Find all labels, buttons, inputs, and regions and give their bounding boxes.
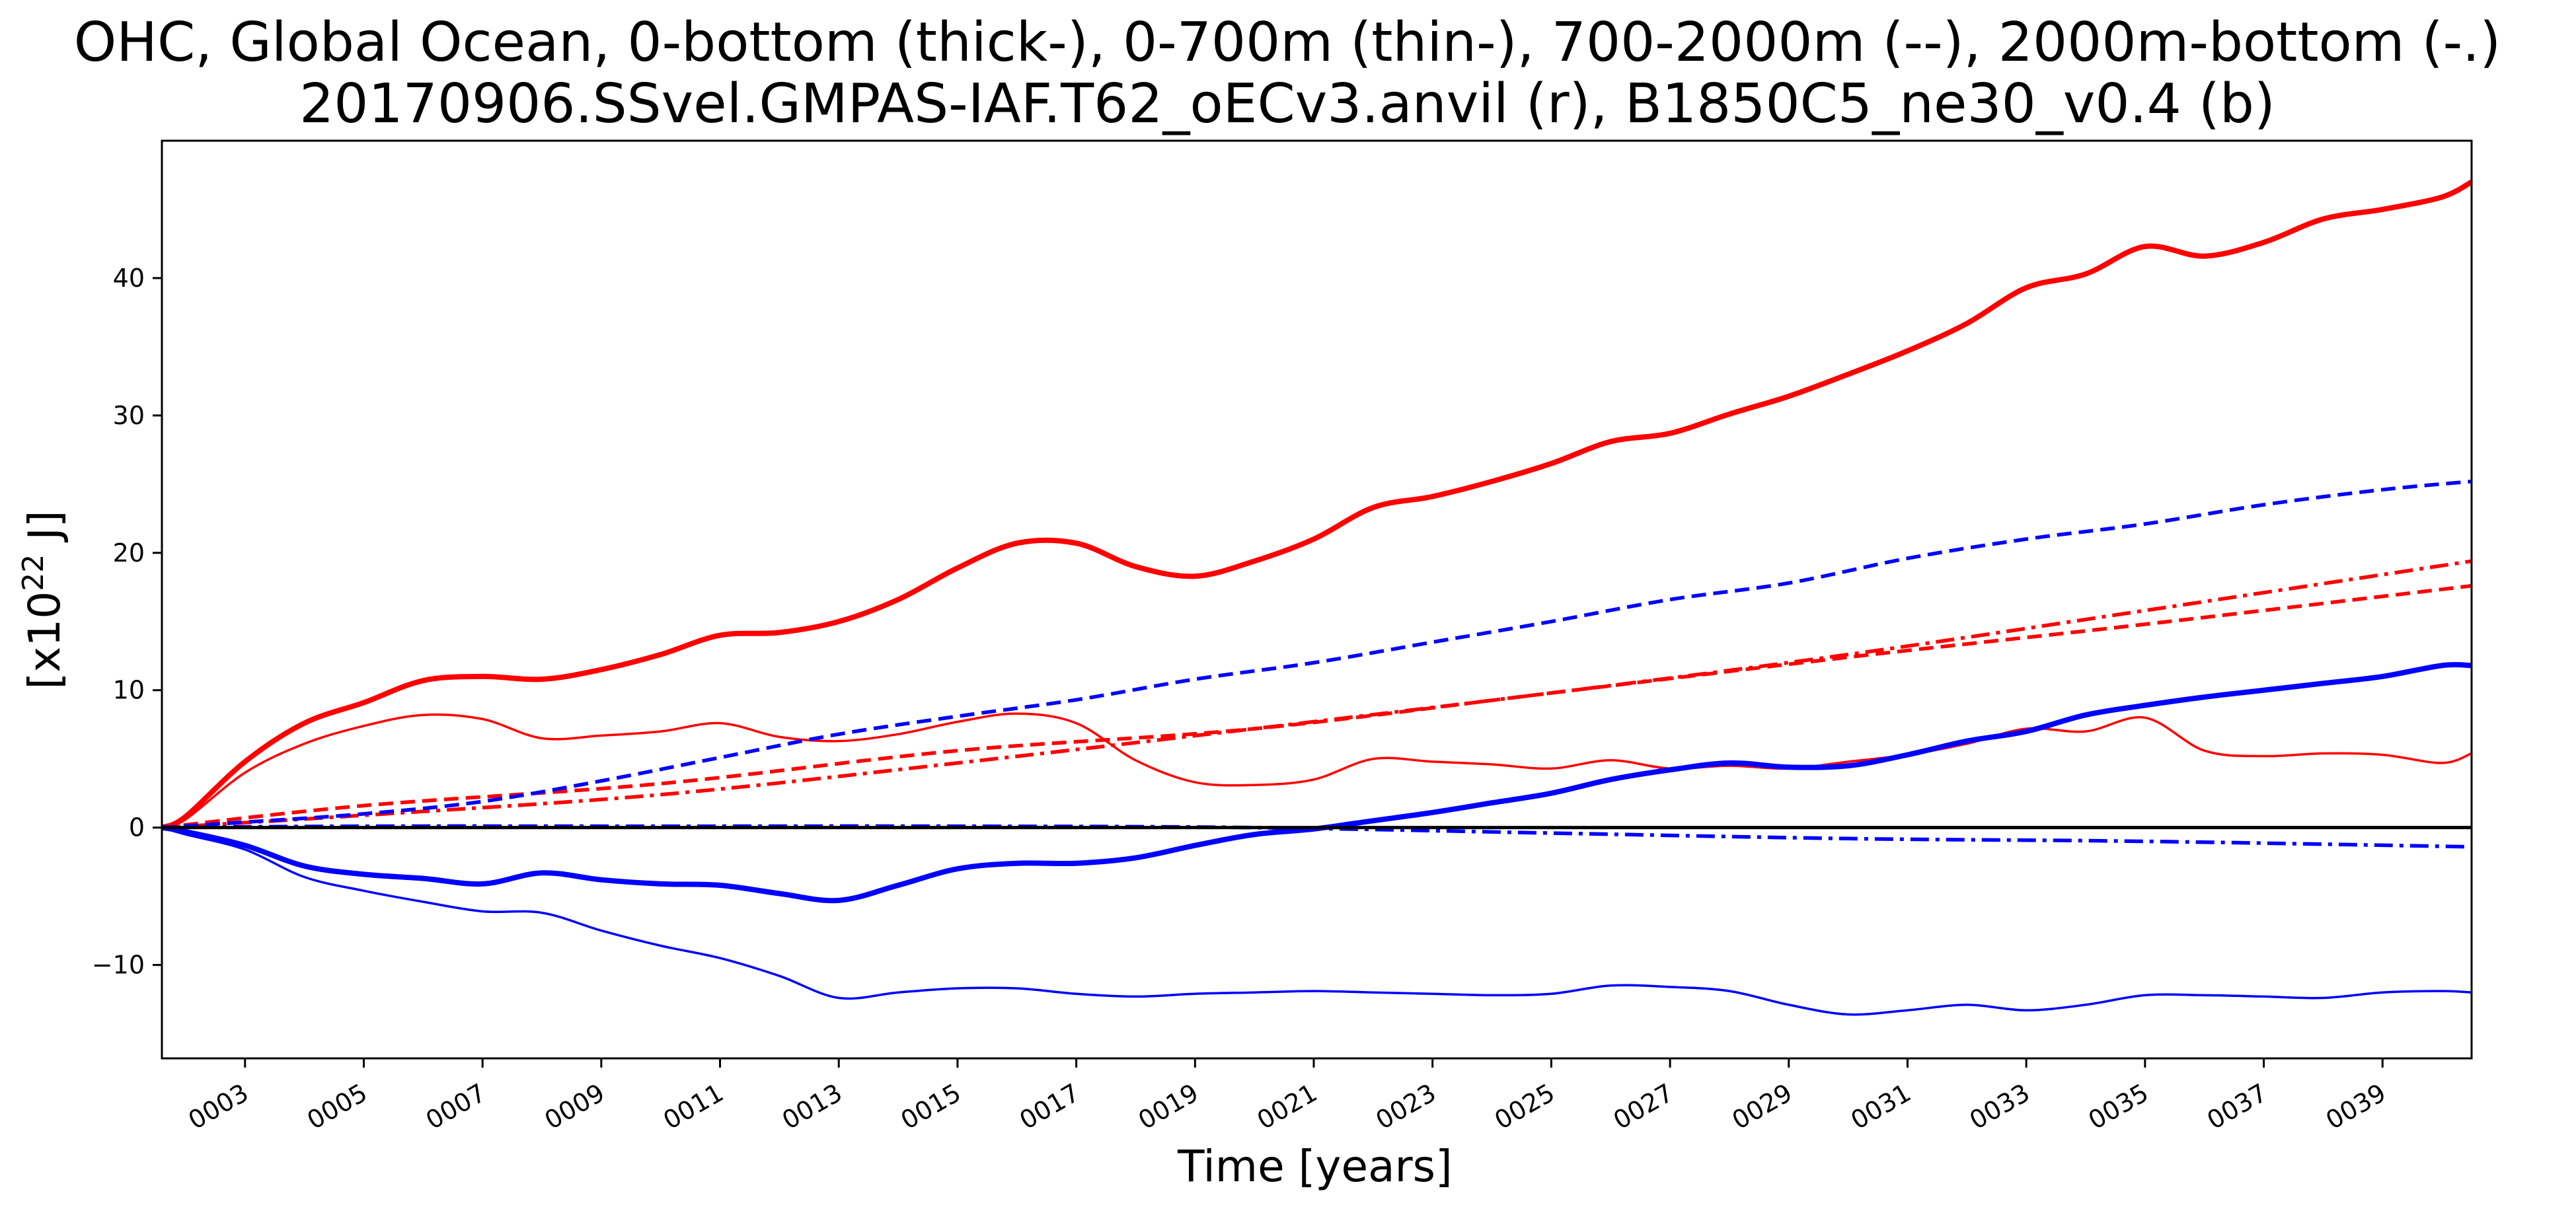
series-line-blue-dashed <box>161 479 2472 830</box>
x-tick-label: 0035 <box>2084 1078 2154 1135</box>
x-tick-label: 0021 <box>1252 1078 1322 1135</box>
plot-area <box>161 139 2473 1060</box>
x-tick-label: 0031 <box>1846 1078 1916 1135</box>
x-tick-label: 0019 <box>1133 1078 1203 1135</box>
x-axis-label: Time [years] <box>1177 1141 1453 1192</box>
x-tick-label: 0033 <box>1965 1078 2035 1135</box>
x-tick-label: 0007 <box>421 1078 491 1135</box>
y-axis-label-unit: J] <box>19 511 70 554</box>
y-tick-label: 30 <box>113 401 145 430</box>
x-tick-label: 0013 <box>777 1078 847 1135</box>
x-tick-label: 0025 <box>1490 1078 1560 1135</box>
x-axis: 0003 0005 0007 0009 0011 0013 0015 0017 0019 0021… <box>184 1058 2391 1135</box>
x-tick-label: 0015 <box>896 1078 966 1135</box>
chart-title-line-1: OHC, Global Ocean, 0-bottom (thick-), 0-… <box>74 11 2501 74</box>
y-axis-label-exponent: 22 <box>17 554 50 591</box>
x-tick-label: 0009 <box>540 1078 610 1135</box>
chart-title-line-2: 20170906.SSvel.GMPAS-IAF.T62_oECv3.anvil… <box>299 73 2275 135</box>
series-layer <box>161 179 2473 1016</box>
x-tick-label: 0027 <box>1609 1078 1679 1135</box>
x-tick-label: 0003 <box>184 1078 254 1135</box>
series-line-red-solid-thick <box>161 179 2473 830</box>
y-tick-label: −10 <box>92 951 145 980</box>
x-tick-label: 0029 <box>1727 1078 1798 1135</box>
x-tick-label: 0023 <box>1371 1078 1441 1135</box>
y-axis-label: [x1022 J] <box>17 511 71 690</box>
x-tick-label: 0005 <box>302 1078 372 1135</box>
series-line-red-solid-thin <box>161 712 2472 829</box>
series-line-blue-solid-thin <box>161 826 2472 1016</box>
y-tick-label: 0 <box>129 813 145 842</box>
plot-frame <box>161 139 2473 1060</box>
y-tick-label: 20 <box>113 538 145 568</box>
y-tick-label: 40 <box>113 264 145 293</box>
x-tick-label: 0017 <box>1014 1078 1084 1135</box>
y-tick-label: 10 <box>113 676 145 705</box>
x-tick-label: 0037 <box>2202 1078 2272 1135</box>
x-tick-label: 0039 <box>2321 1078 2391 1135</box>
y-axis: −10 0 10 20 30 40 <box>92 264 162 980</box>
x-tick-label: 0011 <box>658 1078 728 1135</box>
series-line-red-dashdot <box>161 559 2472 830</box>
series-line-blue-solid-thick <box>161 662 2472 904</box>
y-axis-label-base: [x10 <box>19 591 70 690</box>
